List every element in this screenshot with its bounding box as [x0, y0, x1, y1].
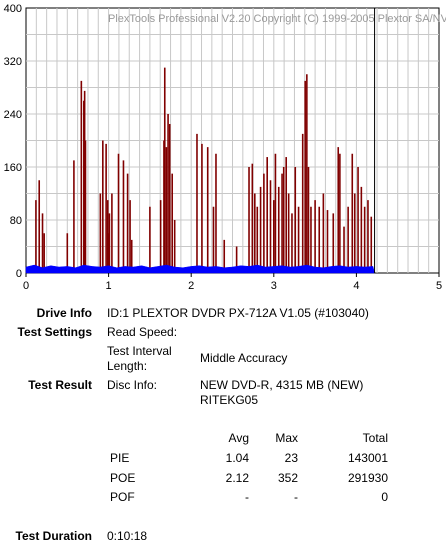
test-info-panel: Drive Info ID:1 PLEXTOR DVDR PX-712A V1.… — [0, 296, 446, 543]
test-interval-value: Middle Accuracy — [200, 351, 288, 365]
pof-total-value: 0 — [381, 490, 388, 504]
y-tick-label: 240 — [4, 109, 22, 121]
test-settings-label: Test Settings — [17, 325, 92, 339]
max-column-header: Max — [275, 431, 298, 445]
y-tick-label: 80 — [10, 215, 22, 227]
test-duration-label: Test Duration — [15, 529, 92, 543]
x-tick-label: 0 — [23, 280, 29, 292]
x-tick-label: 3 — [271, 280, 277, 292]
y-tick-label: 320 — [4, 56, 22, 68]
watermark-text: PlexTools Professional V2.20 Copyright (… — [108, 13, 446, 25]
disc-info-value-line1: NEW DVD-R, 4315 MB (NEW) — [200, 378, 364, 392]
x-tick-label: 4 — [353, 280, 359, 292]
pie-total-value: 143001 — [347, 451, 388, 465]
pof-max-value: - — [294, 490, 298, 504]
x-tick-label: 5 — [436, 280, 442, 292]
drive-info-label: Drive Info — [36, 306, 92, 320]
test-interval-label-line2: Length: — [107, 359, 148, 373]
pie-max-value: 23 — [284, 451, 298, 465]
pof-avg-value: - — [245, 490, 249, 504]
pof-row-name: POF — [110, 490, 135, 504]
read-speed-label: Read Speed: — [107, 325, 178, 339]
y-tick-label: 400 — [4, 3, 22, 15]
drive-info-value: ID:1 PLEXTOR DVDR PX-712A V1.05 (#103040… — [107, 306, 369, 320]
disc-info-value-line2: RITEKG05 — [200, 393, 259, 407]
poe-total-value: 291930 — [347, 471, 388, 485]
pie-row-name: PIE — [110, 451, 130, 465]
x-tick-label: 1 — [106, 280, 112, 292]
y-tick-label: 0 — [16, 268, 22, 280]
poe-series — [35, 67, 373, 273]
poe-avg-value: 2.12 — [225, 471, 249, 485]
disc-info-label: Disc Info: — [107, 378, 158, 392]
test-interval-label-line1: Test Interval — [107, 344, 172, 358]
scan-chart: PlexTools Professional V2.20 Copyright (… — [4, 3, 446, 292]
poe-max-value: 352 — [277, 471, 298, 485]
total-column-header: Total — [362, 431, 388, 445]
y-axis-ticks: 0 80 160 240 320 400 — [4, 3, 22, 280]
pie-series — [25, 264, 375, 274]
pie-avg-value: 1.04 — [225, 451, 249, 465]
x-axis-ticks: 0 1 2 3 4 5 — [23, 273, 442, 292]
y-tick-label: 160 — [4, 162, 22, 174]
test-result-label: Test Result — [28, 378, 92, 392]
x-tick-label: 2 — [188, 280, 194, 292]
poe-row-name: POE — [110, 471, 136, 485]
pie-area — [25, 264, 375, 274]
avg-column-header: Avg — [228, 431, 249, 445]
test-duration-value: 0:10:18 — [107, 529, 148, 543]
grid-lines — [26, 8, 439, 273]
